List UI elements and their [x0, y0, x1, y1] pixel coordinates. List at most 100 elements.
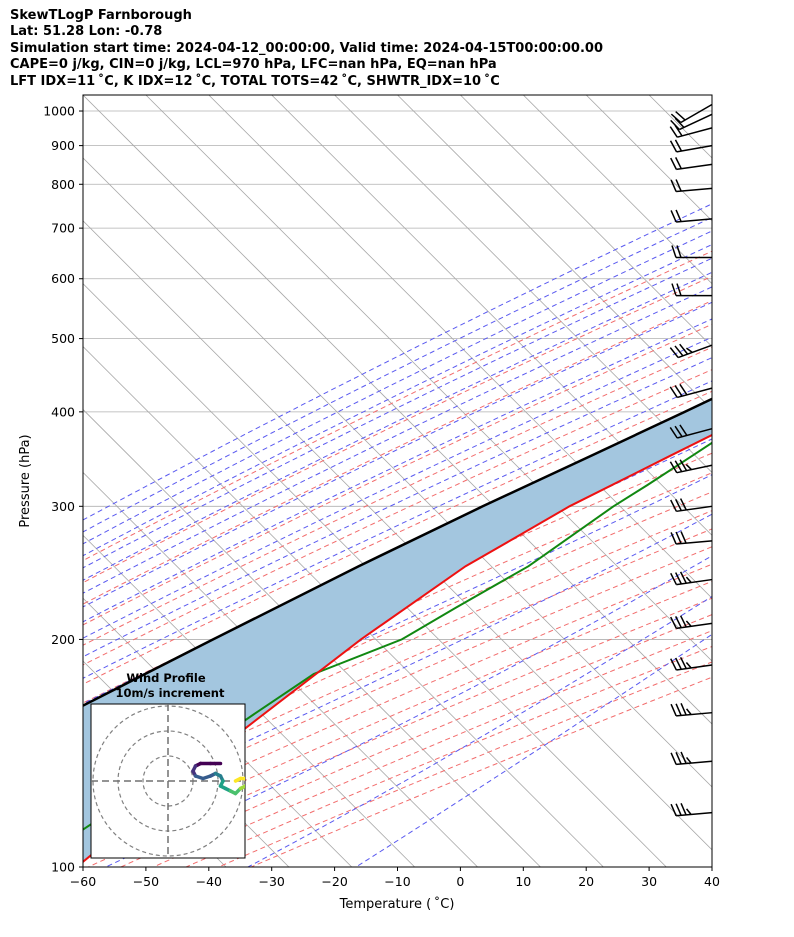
wind-barb: [670, 615, 713, 630]
wind-barb: [669, 139, 713, 153]
moist-adiabat-line: [83, 301, 712, 608]
barb-staff: [676, 144, 713, 153]
barb-feather: [675, 111, 686, 121]
barb-feather: [670, 532, 677, 545]
barb-staff: [676, 622, 713, 630]
x-tick-label: 40: [704, 874, 720, 889]
barb-staff: [677, 344, 713, 359]
wind-barb: [669, 424, 713, 439]
wind-barb: [669, 343, 713, 359]
barb-feather: [675, 703, 682, 716]
barb-feather: [674, 385, 683, 397]
stability-indices: LFT IDX=11 ˚C, K IDX=12 ˚C, TOTAL TOTS=4…: [10, 73, 500, 89]
x-axis: −60 −50 −40 −30 −20 −10 0 10 20 30 40: [70, 867, 720, 889]
wind-barb: [670, 113, 713, 131]
barb-feather: [674, 139, 683, 152]
x-tick-label: −40: [196, 874, 222, 889]
title-station: SkewTLogP Farnborough: [10, 8, 192, 23]
barb-feather: [669, 427, 678, 439]
y-tick-label: 100: [51, 860, 75, 875]
barb-feather: [671, 283, 677, 296]
moist-adiabat-line: [83, 357, 712, 658]
wind-barb: [670, 803, 713, 817]
dry-adiabat-line: [83, 472, 712, 758]
x-tick-label: 20: [578, 874, 594, 889]
wind-barb: [670, 751, 713, 766]
barb-feather: [679, 571, 687, 584]
barb-staff: [676, 811, 713, 817]
barb-staff: [680, 103, 713, 124]
barb-feather: [679, 383, 688, 396]
barb-feather: [674, 498, 682, 511]
moist-adiabat-line: [83, 380, 712, 679]
y-tick-label: 200: [51, 632, 75, 647]
isotherm-line: [83, 220, 712, 851]
barb-staff: [676, 760, 713, 766]
barb-staff: [676, 711, 713, 717]
moist-adiabat-line: [83, 244, 712, 557]
barb-feather: [685, 620, 692, 627]
barb-feather: [685, 464, 692, 471]
barb-feather: [675, 803, 682, 816]
wind-barbs: [669, 103, 713, 817]
barb-feather: [670, 572, 678, 585]
dry-adiabat-line: [185, 645, 712, 867]
wind-barb: [670, 179, 713, 193]
wind-barb: [670, 531, 713, 545]
barb-feather: [671, 245, 677, 258]
dewpoint-line: [83, 441, 712, 831]
x-tick-label: 10: [515, 874, 531, 889]
wind-barb: [670, 571, 713, 586]
dry-adiabat-line: [153, 630, 712, 867]
dry-adiabat-line: [83, 346, 712, 646]
isotherm-line: [145, 95, 712, 662]
wind-barb: [670, 209, 713, 223]
barb-feather: [669, 461, 678, 474]
barb-staff: [679, 113, 713, 131]
isotherm-line: [460, 95, 712, 348]
dry-adiabat-line: [88, 597, 712, 867]
isotherm-line: [83, 157, 712, 788]
barb-feather: [670, 658, 678, 671]
inset-subtitle: 10m/s increment: [116, 686, 225, 700]
y-tick-label: 1000: [43, 104, 75, 119]
barb-feather: [679, 656, 687, 669]
isotherm-line: [334, 95, 712, 473]
barb-feather: [675, 209, 682, 222]
barb-feather: [669, 347, 679, 359]
barb-feather: [680, 703, 687, 716]
barb-feather: [679, 615, 687, 628]
wind-barb: [669, 459, 713, 474]
parcel-line: [83, 397, 712, 708]
wind-barb: [670, 703, 713, 717]
barb-feather: [670, 119, 680, 131]
hodograph-segment: [243, 776, 245, 782]
wind-barb: [669, 383, 713, 399]
barb-staff: [676, 540, 713, 545]
x-tick-label: −30: [259, 874, 285, 889]
barb-feather: [669, 126, 678, 138]
barb-feather: [680, 803, 687, 816]
barb-feather: [676, 283, 682, 296]
barb-feather: [670, 616, 678, 629]
x-tick-label: −50: [133, 874, 159, 889]
barb-feather: [685, 662, 692, 669]
barb-feather: [674, 157, 682, 170]
barb-staff: [676, 505, 713, 513]
x-tick-label: 30: [641, 874, 657, 889]
y-tick-label: 300: [51, 499, 75, 514]
barb-feather: [674, 460, 683, 473]
inset-title: Wind Profile: [126, 671, 206, 685]
simulation-times: Simulation start time: 2024-04-12_00:00:…: [10, 40, 603, 56]
moist-adiabat-line: [83, 318, 712, 623]
dry-adiabat-line: [83, 300, 712, 605]
isotherm-line: [271, 95, 712, 536]
barb-feather: [675, 752, 682, 765]
isotherm-line: [83, 471, 478, 867]
wind-barb: [669, 124, 713, 138]
cape-cin-line: CAPE=0 j/kg, CIN=0 j/kg, LCL=970 hPa, LF…: [10, 57, 497, 73]
barb-feather: [676, 245, 682, 258]
dry-adiabat-line: [83, 390, 712, 685]
barb-staff: [676, 163, 713, 171]
